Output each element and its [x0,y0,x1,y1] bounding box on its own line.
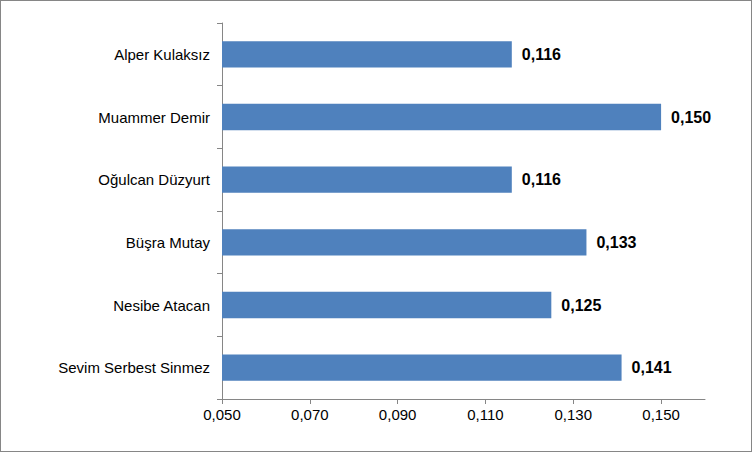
svg-text:0,133: 0,133 [596,234,636,251]
svg-text:0,141: 0,141 [632,359,672,376]
svg-text:Alper Kulaksız: Alper Kulaksız [114,46,210,63]
svg-text:Sevim Serbest Sinmez: Sevim Serbest Sinmez [58,359,210,376]
svg-text:0,116: 0,116 [522,46,561,63]
svg-text:0,125: 0,125 [561,297,601,314]
svg-text:Nesibe Atacan: Nesibe Atacan [113,297,210,314]
svg-text:Büşra Mutay: Büşra Mutay [126,234,211,251]
svg-text:0,130: 0,130 [554,406,592,423]
svg-text:0,090: 0,090 [379,406,417,423]
svg-text:0,050: 0,050 [203,406,241,423]
svg-text:0,110: 0,110 [467,406,503,423]
svg-text:0,070: 0,070 [291,406,329,423]
svg-text:0,116: 0,116 [522,171,561,188]
svg-text:0,150: 0,150 [671,109,711,126]
svg-text:Oğulcan Düzyurt: Oğulcan Düzyurt [98,171,211,188]
svg-text:0,150: 0,150 [642,406,680,423]
svg-text:Muammer Demir: Muammer Demir [98,109,210,126]
